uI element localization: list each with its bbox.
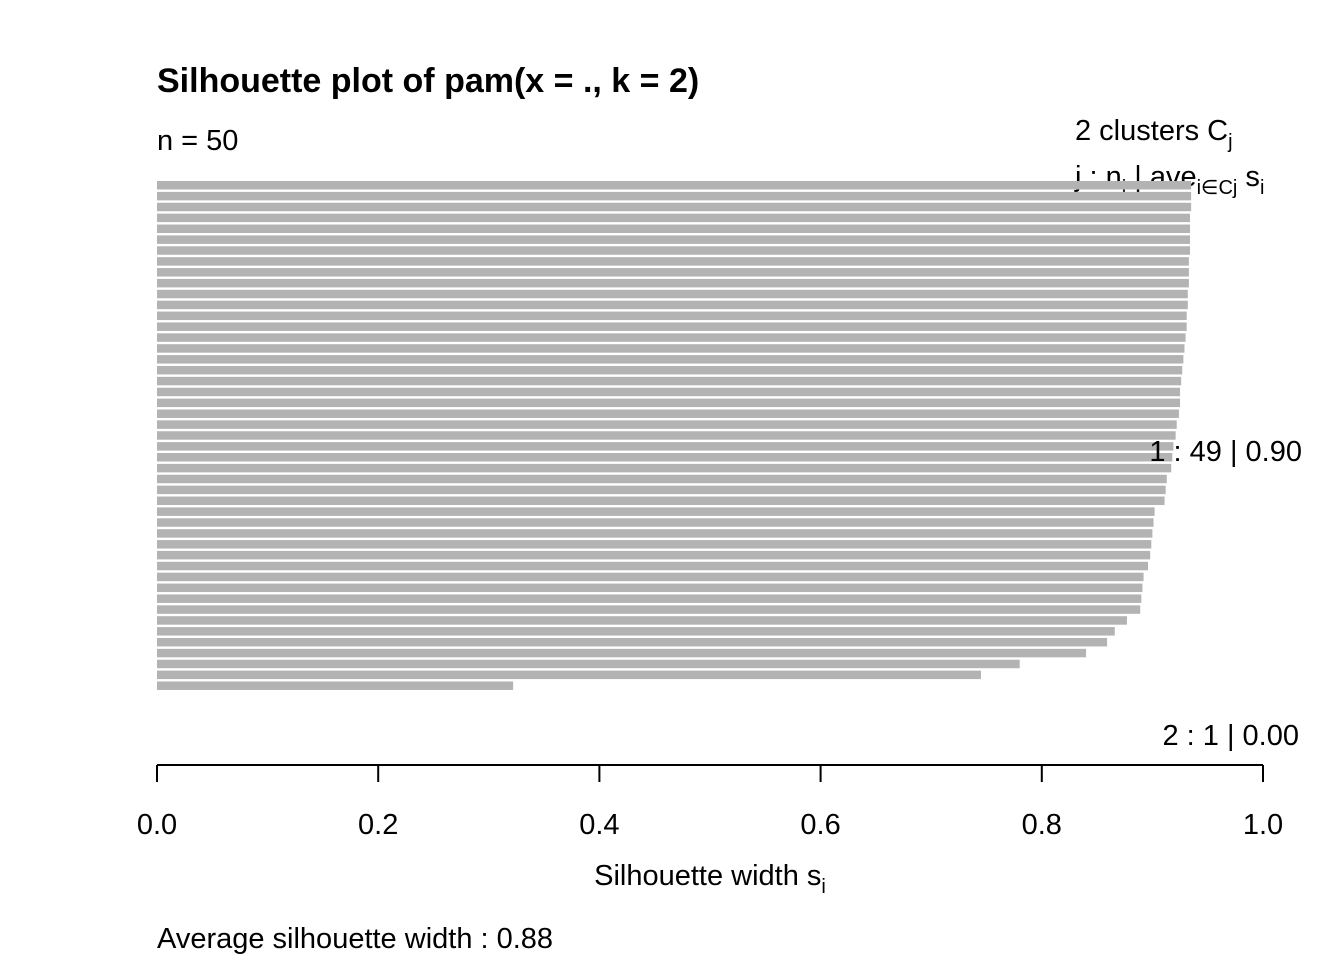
legend-header-line2-c: s: [1237, 161, 1260, 193]
average-silhouette-footer: Average silhouette width : 0.88: [157, 923, 553, 955]
silhouette-bar: [157, 550, 1151, 560]
legend-header-line2-b-sub: i∈Cj: [1197, 177, 1238, 199]
silhouette-bar: [157, 355, 1184, 364]
silhouette-bar: [157, 333, 1186, 342]
x-tick-label: 0.4: [579, 809, 619, 841]
silhouette-bar: [157, 278, 1189, 288]
silhouette-bar: [157, 583, 1143, 593]
x-tick-label: 1.0: [1243, 809, 1283, 841]
silhouette-bar: [157, 453, 1173, 462]
silhouette-bar: [157, 529, 1153, 538]
silhouette-bar: [157, 507, 1155, 516]
silhouette-bar: [157, 235, 1190, 244]
silhouette-bar: [157, 518, 1154, 527]
silhouette-bar: [157, 627, 1115, 636]
silhouette-bar: [157, 572, 1144, 582]
x-tick-label: 0.2: [358, 809, 398, 841]
chart-title: Silhouette plot of pam(x = ., k = 2): [157, 62, 699, 100]
silhouette-bar: [157, 594, 1142, 603]
silhouette-bar: [157, 659, 1020, 669]
silhouette-bar: [157, 300, 1188, 310]
silhouette-bar: [157, 268, 1189, 277]
silhouette-bar: [157, 202, 1192, 212]
silhouette-bar: [157, 191, 1192, 201]
x-axis-label-sub: i: [821, 876, 825, 898]
silhouette-bar: [157, 344, 1185, 353]
x-tick-label: 0.6: [800, 809, 840, 841]
bars-group: [157, 181, 1192, 690]
silhouette-bar: [157, 561, 1148, 571]
silhouette-bar: [157, 213, 1190, 223]
silhouette-bar: [157, 409, 1179, 418]
silhouette-bar: [157, 463, 1172, 473]
silhouette-bar: [157, 485, 1166, 495]
x-tick-label: 0.0: [137, 809, 177, 841]
silhouette-bar: [157, 387, 1181, 397]
silhouette-bar: [157, 616, 1127, 625]
legend-header-line2-c-sub: i: [1260, 177, 1264, 199]
silhouette-bar: [157, 442, 1174, 451]
silhouette-bar: [157, 474, 1167, 484]
silhouette-bar: [157, 289, 1188, 299]
silhouette-bar: [157, 605, 1141, 614]
cluster-2-label: 2 : 1 | 0.00: [1162, 720, 1299, 752]
silhouette-bar: [157, 648, 1087, 658]
silhouette-bar: [157, 670, 981, 680]
silhouette-bar: [157, 420, 1177, 429]
n-label: n = 50: [157, 125, 238, 157]
silhouette-bar: [157, 224, 1190, 234]
silhouette-bar: [157, 681, 514, 690]
silhouette-bar: [157, 540, 1152, 549]
silhouette-bar: [157, 637, 1108, 647]
silhouette-bar: [157, 322, 1187, 331]
legend-header-line1: 2 clusters Cj: [1075, 115, 1233, 153]
silhouette-bar: [157, 496, 1165, 506]
silhouette-bar: [157, 246, 1190, 255]
silhouette-bar: [157, 181, 1192, 190]
silhouette-bar: [157, 398, 1181, 408]
silhouette-bar: [157, 365, 1183, 375]
legend-header-line1-main: 2 clusters C: [1075, 115, 1228, 147]
cluster-1-label: 1 : 49 | 0.90: [1149, 436, 1302, 468]
legend-header-line1-sub: j: [1227, 131, 1232, 153]
x-tick-label: 0.8: [1022, 809, 1062, 841]
x-axis-label-main: Silhouette width s: [594, 860, 821, 892]
silhouette-bar: [157, 376, 1182, 386]
x-axis-ticks: 0.0 0.2 0.4 0.6 0.8 1.0: [137, 765, 1283, 841]
silhouette-bar: [157, 257, 1189, 266]
silhouette-bar: [157, 431, 1176, 440]
silhouette-bar: [157, 311, 1187, 321]
x-axis-label: Silhouette width si: [594, 860, 826, 898]
